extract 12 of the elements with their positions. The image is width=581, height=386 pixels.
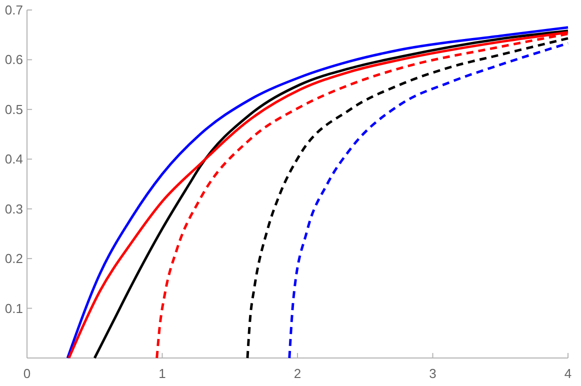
x-tick-label: 3 (429, 366, 436, 381)
y-tick-label: 0.3 (4, 201, 23, 216)
y-tick-label: 0.2 (4, 251, 23, 266)
y-tick-label: 0.4 (4, 152, 23, 167)
y-tick-label: 0.5 (4, 102, 23, 117)
y-tick-label: 0.6 (4, 52, 23, 68)
x-tick-label: 2 (294, 366, 302, 381)
x-tick-label: 0 (23, 366, 31, 381)
y-tick-label: 0.7 (4, 2, 23, 18)
x-tick-label: 4 (564, 366, 572, 381)
x-tick-label: 1 (158, 366, 166, 381)
y-tick-label: 0.1 (4, 300, 23, 316)
